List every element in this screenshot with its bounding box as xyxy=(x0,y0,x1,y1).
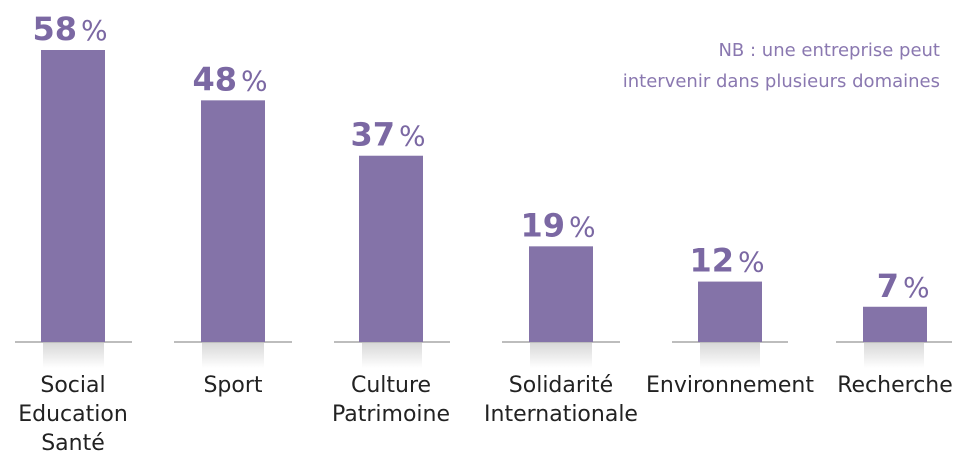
bar xyxy=(359,155,423,342)
x-tick-label: Solidarité xyxy=(509,373,613,398)
x-tick-label: Patrimoine xyxy=(332,402,450,427)
x-tick-label: Environnement xyxy=(646,373,814,398)
x-tick-label: Internationale xyxy=(484,402,638,427)
baseline-shade xyxy=(202,342,264,368)
value-unit: % xyxy=(399,120,426,153)
x-tick-label: Sport xyxy=(203,373,262,398)
value-label: 48 xyxy=(192,60,237,98)
value-unit: % xyxy=(81,14,108,47)
value-label: 7 xyxy=(877,267,899,305)
value-unit: % xyxy=(738,246,765,279)
value-label: 12 xyxy=(689,242,734,280)
value-unit: % xyxy=(241,64,268,97)
baseline-shade xyxy=(864,342,924,368)
value-unit: % xyxy=(903,271,930,304)
note: intervenir dans plusieurs domaines xyxy=(623,71,940,92)
note: NB : une entreprise peut xyxy=(718,40,940,61)
bar xyxy=(698,281,762,342)
baseline-shade xyxy=(43,342,104,368)
bar xyxy=(201,100,265,343)
bar xyxy=(41,50,105,342)
value-label: 58 xyxy=(32,10,77,48)
value-unit: % xyxy=(569,210,596,243)
x-tick-label: Culture xyxy=(351,373,431,398)
x-tick-label: Recherche xyxy=(837,373,953,398)
value-label: 19 xyxy=(520,206,565,244)
x-tick-label: Education xyxy=(18,402,128,427)
baseline-shade xyxy=(530,342,592,368)
bar xyxy=(863,306,927,342)
value-label: 37 xyxy=(350,116,395,154)
x-tick-label: Social xyxy=(40,373,105,398)
x-tick-label: Santé xyxy=(41,431,105,453)
baseline-shade xyxy=(362,342,422,368)
baseline-shade xyxy=(700,342,760,368)
bar xyxy=(529,246,593,342)
